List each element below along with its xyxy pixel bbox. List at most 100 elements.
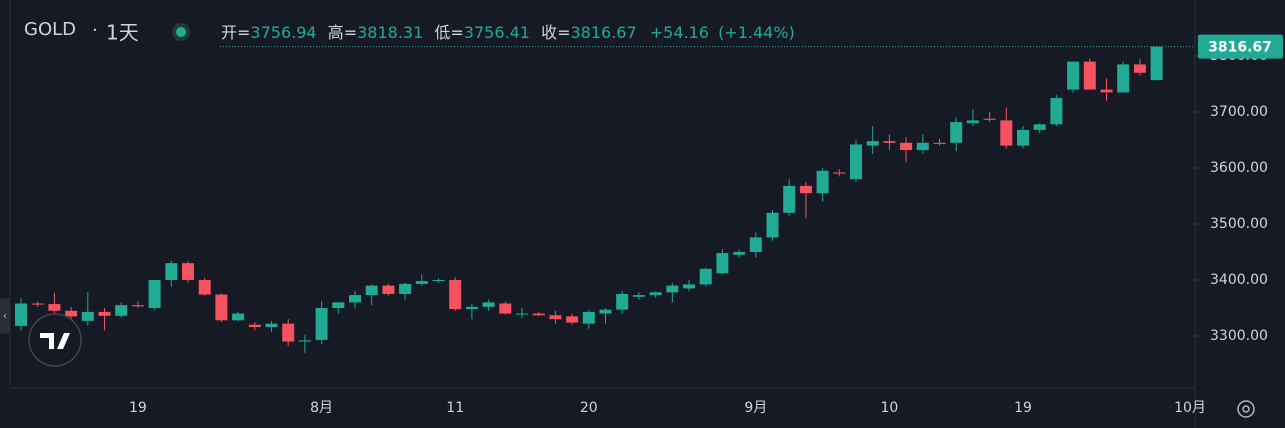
candle-body	[566, 316, 579, 323]
candle-body	[1117, 64, 1130, 93]
candle-body	[282, 323, 295, 342]
high-label: 高=	[328, 23, 357, 42]
close-label: 收=	[541, 23, 570, 42]
logo[interactable]	[28, 313, 82, 367]
y-tick-label: 3600.00	[1210, 160, 1268, 176]
candle-body	[900, 142, 913, 151]
candle-body	[232, 313, 245, 321]
interval: 1天	[106, 21, 139, 45]
candle-body	[1017, 129, 1029, 146]
candle-body	[1000, 120, 1013, 146]
candle-body	[165, 263, 178, 280]
separator: ·	[92, 20, 98, 41]
change: +54.16	[650, 23, 709, 42]
candle-body	[716, 253, 729, 274]
open-label: 开=	[221, 23, 250, 42]
candle-body	[198, 279, 211, 295]
x-tick-label: 10	[880, 400, 898, 416]
close-value: 3816.67	[570, 23, 636, 42]
candle-body	[248, 324, 261, 328]
x-tick-label: 11	[446, 400, 464, 416]
candle-body	[131, 305, 144, 307]
candle-body	[315, 307, 328, 340]
candle-body	[332, 302, 345, 308]
change-pct: (+1.44%)	[718, 23, 795, 42]
ohlc-header: 开=3756.94 高=3818.31 低=3756.41 收=3816.67 …	[221, 23, 795, 42]
candle-body	[1133, 64, 1146, 73]
candle-body	[616, 293, 629, 310]
candle-body	[549, 315, 562, 320]
candle-body	[482, 302, 495, 307]
candle-body	[215, 294, 228, 321]
candle-body	[950, 122, 963, 143]
candle-body	[15, 303, 27, 326]
y-tick-label: 3700.00	[1210, 104, 1268, 120]
candle-body	[983, 118, 996, 120]
candle-body	[298, 340, 311, 342]
candle-body	[98, 311, 111, 316]
logo-mark	[40, 333, 70, 349]
candle-body	[799, 185, 812, 194]
y-tick-label: 3400.00	[1210, 272, 1268, 288]
y-tick-label: 3500.00	[1210, 216, 1268, 232]
candle-body	[465, 306, 478, 310]
y-tick-label: 3300.00	[1210, 328, 1268, 344]
candle-body	[115, 305, 128, 316]
x-tick-label: 19	[129, 400, 147, 416]
collapse-button[interactable]	[0, 298, 10, 334]
candle-body	[883, 141, 896, 143]
candle-body	[749, 237, 762, 252]
candle-body	[666, 285, 679, 293]
x-tick-label: 9月	[744, 400, 767, 416]
high-value: 3818.31	[357, 23, 423, 42]
candle-body	[1100, 89, 1113, 93]
candle-body	[916, 142, 929, 151]
candle-body	[866, 141, 879, 146]
settings-button[interactable]	[1237, 400, 1255, 418]
candle-body	[766, 212, 779, 238]
candle-body	[182, 263, 194, 280]
candle-body	[415, 281, 428, 284]
candle-body	[1050, 97, 1063, 125]
candle-body	[649, 292, 662, 296]
candle-body	[81, 311, 94, 321]
candle-body	[1033, 124, 1046, 130]
open-value: 3756.94	[250, 23, 316, 42]
candle-body	[699, 268, 712, 285]
candle-body	[148, 279, 161, 308]
candle-body	[1150, 46, 1163, 81]
candle-body	[499, 303, 512, 314]
candle-body	[683, 284, 695, 289]
price-tag	[1198, 34, 1283, 59]
candle-body	[733, 251, 746, 255]
symbol: GOLD	[24, 19, 76, 40]
status-dot	[176, 27, 186, 37]
x-tick-label: 8月	[310, 400, 333, 416]
candle-body	[65, 310, 78, 317]
candle-body	[783, 185, 796, 213]
low-label: 低=	[434, 23, 463, 42]
candle-body	[31, 303, 44, 305]
candle-body	[966, 120, 979, 124]
candle-body	[399, 283, 412, 294]
settings-icon	[1242, 405, 1250, 413]
candle-body	[449, 279, 462, 310]
candle-body	[632, 295, 645, 297]
candle-body	[532, 313, 545, 316]
candle-body	[265, 323, 278, 328]
candle-body	[48, 304, 61, 311]
candle-body	[816, 170, 829, 194]
x-tick-label: 20	[580, 400, 598, 416]
candle-body	[1083, 61, 1096, 90]
candle-body	[1067, 61, 1080, 90]
candle-body	[933, 142, 946, 144]
candle-body	[382, 285, 395, 294]
x-tick-label: 10月	[1174, 400, 1206, 416]
candle-body	[349, 295, 361, 303]
candle-body	[432, 279, 445, 282]
collapse-arrow: ‹	[3, 309, 7, 322]
candle-body	[582, 311, 595, 324]
candle-body	[833, 172, 846, 174]
